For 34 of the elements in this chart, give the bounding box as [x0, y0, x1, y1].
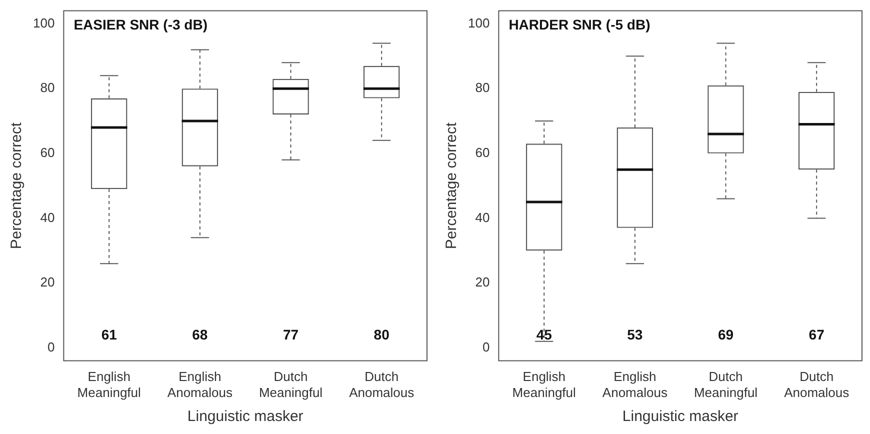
annotation: 67 — [808, 326, 825, 343]
annotation: 53 — [627, 326, 643, 343]
chart-title: HARDER SNR (-5 dB) — [508, 16, 650, 33]
y-axis-title: Percentage correct — [8, 122, 26, 250]
y-tick-label: 100 — [468, 15, 490, 30]
y-tick-label: 100 — [32, 15, 55, 30]
y-tick-label: 60 — [475, 144, 490, 160]
x-tick-label: English Anomalous — [602, 369, 668, 400]
y-tick-label: 80 — [40, 80, 55, 96]
annotation: 77 — [282, 326, 299, 343]
y-tick-label: 0 — [482, 339, 490, 354]
annotation: 68 — [192, 326, 208, 343]
y-tick-label: 60 — [40, 144, 55, 160]
annotation: 61 — [101, 326, 118, 343]
chart-title: EASIER SNR (-3 dB) — [74, 16, 208, 33]
x-tick-label: Dutch Meaningful — [258, 369, 323, 400]
x-tick-label: English Anomalous — [167, 369, 233, 400]
y-tick-label: 20 — [475, 274, 490, 290]
y-tick-label: 80 — [475, 80, 490, 96]
x-tick-label: Dutch Anomalous — [349, 369, 415, 400]
x-tick-label: English Meaningful — [512, 369, 576, 400]
x-axis-title: Linguistic masker — [187, 408, 304, 426]
annotation: 80 — [374, 326, 390, 343]
y-tick-label: 20 — [40, 274, 55, 290]
y-tick-label: 0 — [47, 339, 55, 354]
y-tick-label: 40 — [40, 210, 55, 225]
x-tick-label: Dutch Anomalous — [784, 369, 850, 400]
x-tick-label: English Meaningful — [77, 369, 142, 400]
annotation: 45 — [536, 326, 552, 343]
x-tick-label: Dutch Meaningful — [694, 369, 758, 400]
y-axis-title: Percentage correct — [443, 122, 460, 250]
y-tick-label: 40 — [475, 210, 490, 225]
x-axis-title: Linguistic masker — [622, 408, 738, 426]
annotation: 69 — [718, 326, 734, 343]
